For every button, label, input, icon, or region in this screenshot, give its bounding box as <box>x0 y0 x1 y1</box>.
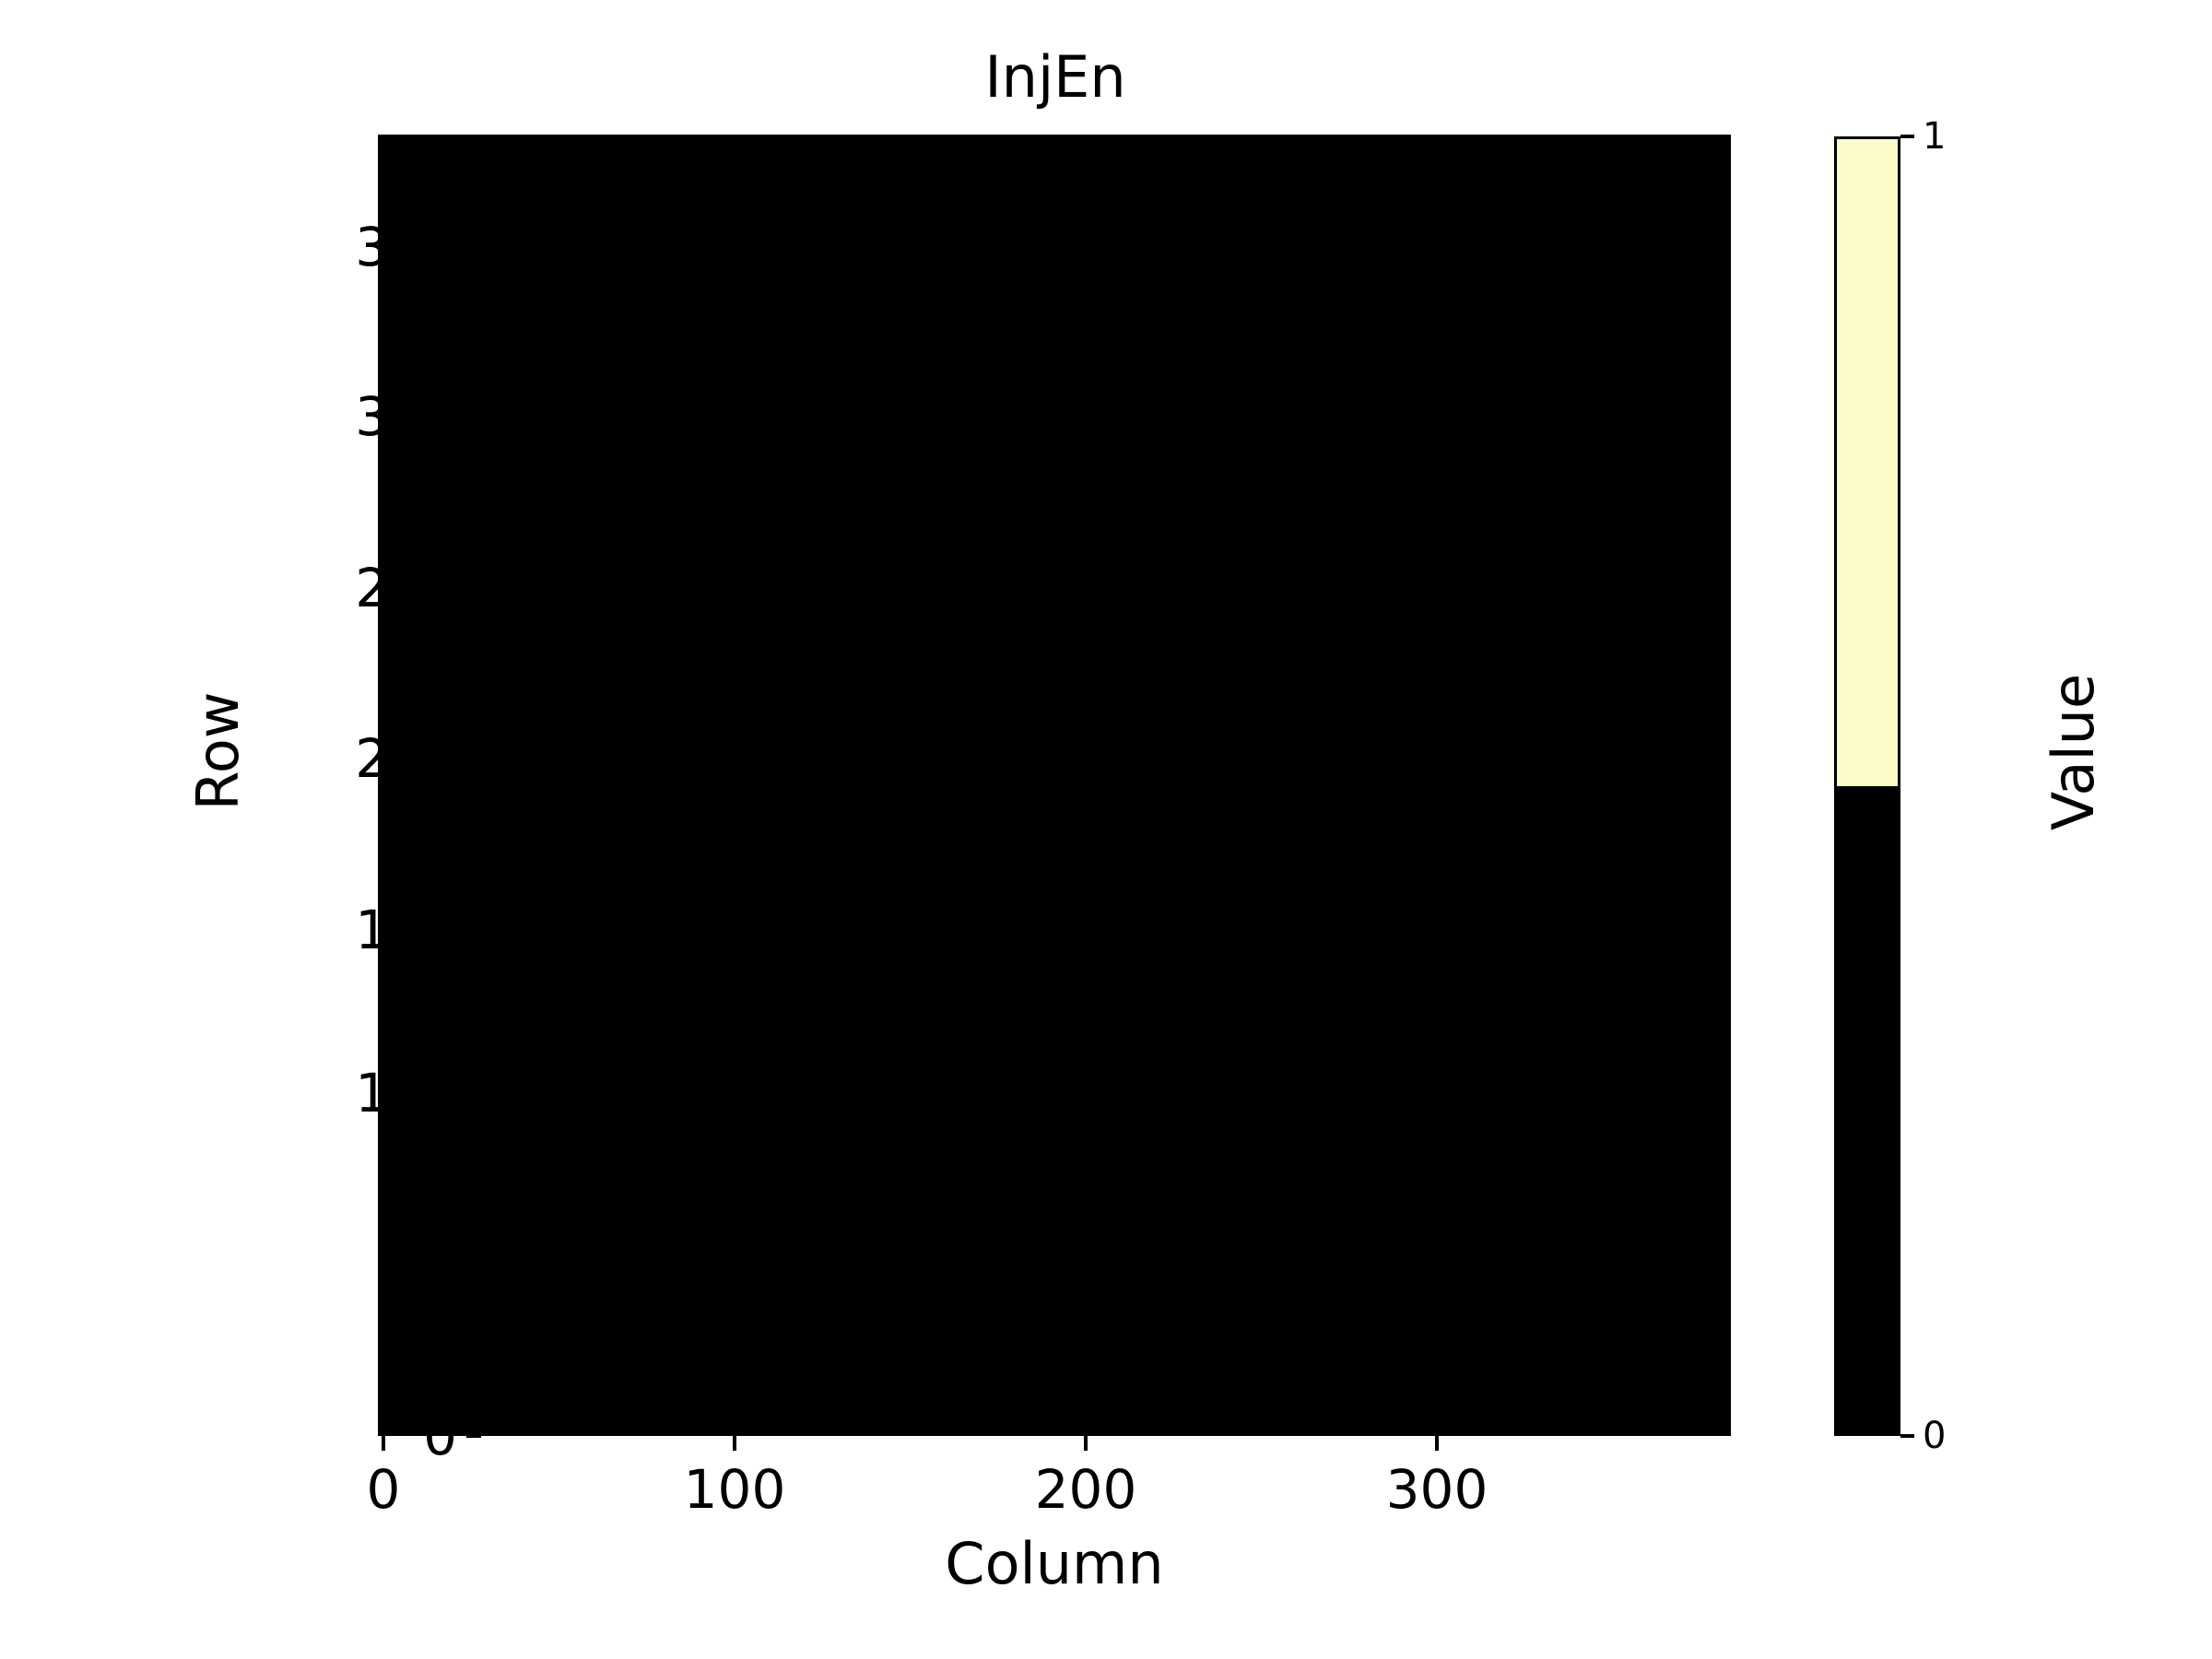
x-tick-mark-icon <box>382 1436 385 1451</box>
x-tick-mark-icon <box>1084 1436 1088 1451</box>
y-tick-label: 250 <box>355 557 457 619</box>
x-tick-label: 200 <box>1034 1458 1137 1521</box>
colorbar-tick-label: 0 <box>1923 1415 1947 1457</box>
x-tick-label: 0 <box>366 1458 401 1521</box>
x-tick-label: 300 <box>1385 1458 1488 1521</box>
y-tick-mark-icon <box>466 757 481 760</box>
y-tick-label: 100 <box>355 1062 457 1124</box>
colorbar-band-low <box>1837 786 1898 1433</box>
page-title: InjEn <box>984 43 1126 111</box>
colorbar-tick-mark-icon <box>1900 1434 1914 1438</box>
y-tick-mark-icon <box>466 415 481 418</box>
y-tick-label: 150 <box>355 899 457 961</box>
y-tick-label: 300 <box>355 385 457 448</box>
x-tick-label: 100 <box>683 1458 786 1521</box>
y-tick-label: 50 <box>389 1233 457 1296</box>
colorbar-tick-label: 1 <box>1923 115 1947 158</box>
y-axis-label: Row <box>184 691 252 811</box>
y-tick-mark-icon <box>466 928 481 932</box>
y-tick-label: 0 <box>423 1405 457 1467</box>
x-tick-mark-icon <box>733 1436 736 1451</box>
y-tick-label: 200 <box>355 727 457 790</box>
y-tick-mark-icon <box>466 1263 481 1266</box>
colorbar-label: Value <box>2040 673 2107 831</box>
colorbar[interactable] <box>1834 136 1900 1436</box>
y-tick-mark-icon <box>466 1434 481 1438</box>
colorbar-band-high <box>1837 139 1898 786</box>
x-axis-label: Column <box>945 1530 1164 1597</box>
heatmap-image <box>378 135 1731 1436</box>
x-tick-mark-icon <box>1435 1436 1439 1451</box>
colorbar-tick-mark-icon <box>1900 135 1914 138</box>
heatmap-axes[interactable] <box>378 135 1731 1436</box>
y-tick-mark-icon <box>466 245 481 249</box>
y-tick-mark-icon <box>466 1091 481 1095</box>
y-tick-mark-icon <box>466 586 481 590</box>
y-tick-label: 350 <box>355 216 457 278</box>
